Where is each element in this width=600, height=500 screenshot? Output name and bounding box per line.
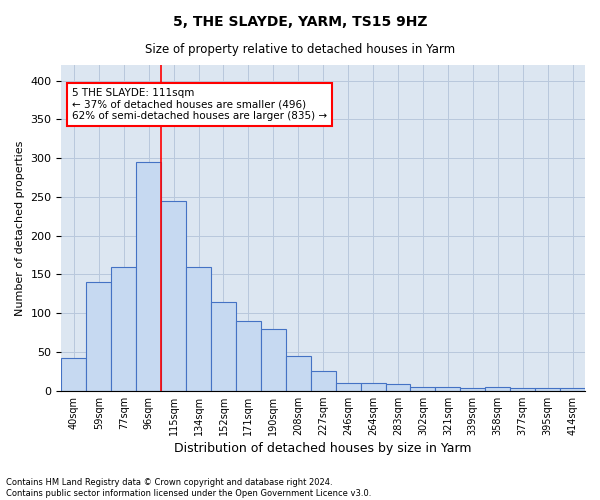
Text: Size of property relative to detached houses in Yarm: Size of property relative to detached ho… — [145, 42, 455, 56]
Bar — [311, 372, 335, 390]
Text: 5 THE SLAYDE: 111sqm
← 37% of detached houses are smaller (496)
62% of semi-deta: 5 THE SLAYDE: 111sqm ← 37% of detached h… — [72, 88, 327, 121]
Bar — [485, 387, 510, 390]
Bar — [136, 162, 161, 390]
Bar — [436, 387, 460, 390]
Text: Contains HM Land Registry data © Crown copyright and database right 2024.
Contai: Contains HM Land Registry data © Crown c… — [6, 478, 371, 498]
Bar — [61, 358, 86, 390]
Bar — [86, 282, 111, 391]
Bar — [386, 384, 410, 390]
Bar — [236, 321, 261, 390]
Bar — [560, 388, 585, 390]
Bar — [535, 388, 560, 390]
Bar — [286, 356, 311, 390]
Bar — [186, 266, 211, 390]
Text: 5, THE SLAYDE, YARM, TS15 9HZ: 5, THE SLAYDE, YARM, TS15 9HZ — [173, 15, 427, 29]
Bar — [335, 383, 361, 390]
Bar — [161, 200, 186, 390]
Bar — [410, 387, 436, 390]
Y-axis label: Number of detached properties: Number of detached properties — [15, 140, 25, 316]
Bar — [361, 383, 386, 390]
Bar — [261, 328, 286, 390]
Bar — [211, 302, 236, 390]
Bar — [510, 388, 535, 390]
Bar — [460, 388, 485, 390]
X-axis label: Distribution of detached houses by size in Yarm: Distribution of detached houses by size … — [175, 442, 472, 455]
Bar — [111, 266, 136, 390]
